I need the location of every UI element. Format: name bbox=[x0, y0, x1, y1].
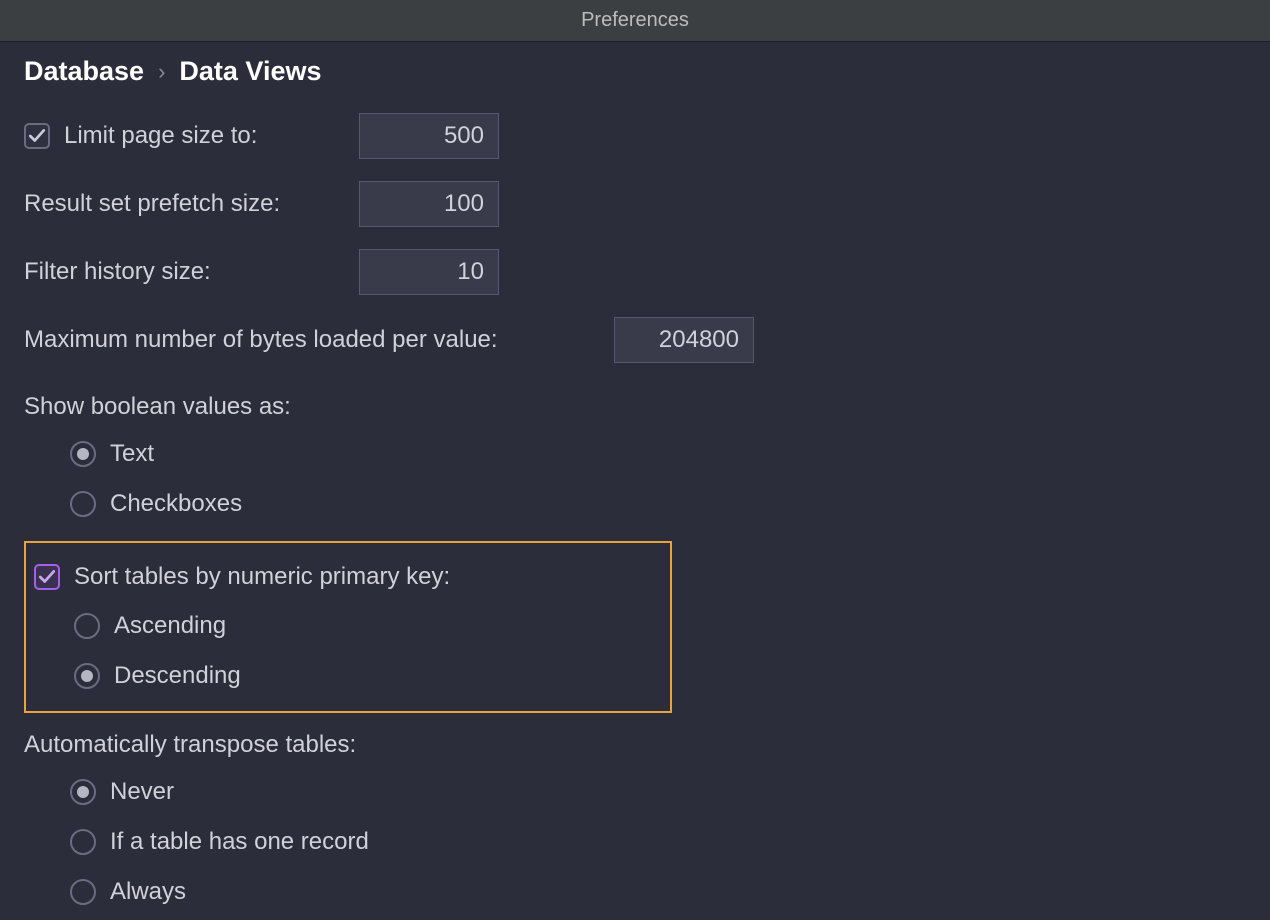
boolean-text-label: Text bbox=[110, 440, 154, 468]
window-titlebar: Preferences bbox=[0, 0, 1270, 42]
sort-tables-highlight: Sort tables by numeric primary key: Asce… bbox=[24, 541, 672, 713]
prefetch-size-label: Result set prefetch size: bbox=[24, 190, 280, 218]
window-title: Preferences bbox=[581, 9, 689, 32]
transpose-never-radio[interactable] bbox=[70, 779, 96, 805]
breadcrumb: Database › Data Views bbox=[24, 56, 1246, 87]
sort-tables-label: Sort tables by numeric primary key: bbox=[74, 563, 450, 591]
boolean-checkboxes-radio[interactable] bbox=[70, 491, 96, 517]
boolean-checkboxes-label: Checkboxes bbox=[110, 490, 242, 518]
boolean-display-group: Text Checkboxes bbox=[24, 429, 1246, 529]
transpose-always-label: Always bbox=[110, 878, 186, 906]
check-icon bbox=[38, 568, 56, 586]
max-bytes-label: Maximum number of bytes loaded per value… bbox=[24, 326, 498, 353]
max-bytes-input[interactable] bbox=[614, 317, 754, 363]
sort-ascending-label: Ascending bbox=[114, 612, 226, 640]
sort-descending-radio[interactable] bbox=[74, 663, 100, 689]
breadcrumb-leaf: Data Views bbox=[179, 56, 321, 87]
transpose-always-radio[interactable] bbox=[70, 879, 96, 905]
preferences-panel: Database › Data Views Limit page size to… bbox=[0, 42, 1270, 920]
sort-tables-checkbox[interactable] bbox=[34, 564, 60, 590]
transpose-one-record-radio[interactable] bbox=[70, 829, 96, 855]
sort-descending-label: Descending bbox=[114, 662, 241, 690]
prefetch-size-input[interactable] bbox=[359, 181, 499, 227]
limit-page-size-input[interactable] bbox=[359, 113, 499, 159]
breadcrumb-root[interactable]: Database bbox=[24, 56, 144, 87]
sort-tables-group: Ascending Descending bbox=[34, 601, 450, 701]
chevron-right-icon: › bbox=[158, 59, 165, 85]
sort-ascending-radio[interactable] bbox=[74, 613, 100, 639]
check-icon bbox=[28, 127, 46, 145]
transpose-one-record-label: If a table has one record bbox=[110, 828, 369, 856]
boolean-text-radio[interactable] bbox=[70, 441, 96, 467]
auto-transpose-label: Automatically transpose tables: bbox=[24, 731, 1246, 759]
auto-transpose-group: Never If a table has one record Always bbox=[24, 767, 1246, 917]
filter-history-input[interactable] bbox=[359, 249, 499, 295]
limit-page-size-checkbox[interactable] bbox=[24, 123, 50, 149]
boolean-display-label: Show boolean values as: bbox=[24, 393, 1246, 421]
transpose-never-label: Never bbox=[110, 778, 174, 806]
limit-page-size-label: Limit page size to: bbox=[64, 122, 257, 150]
filter-history-label: Filter history size: bbox=[24, 258, 211, 286]
